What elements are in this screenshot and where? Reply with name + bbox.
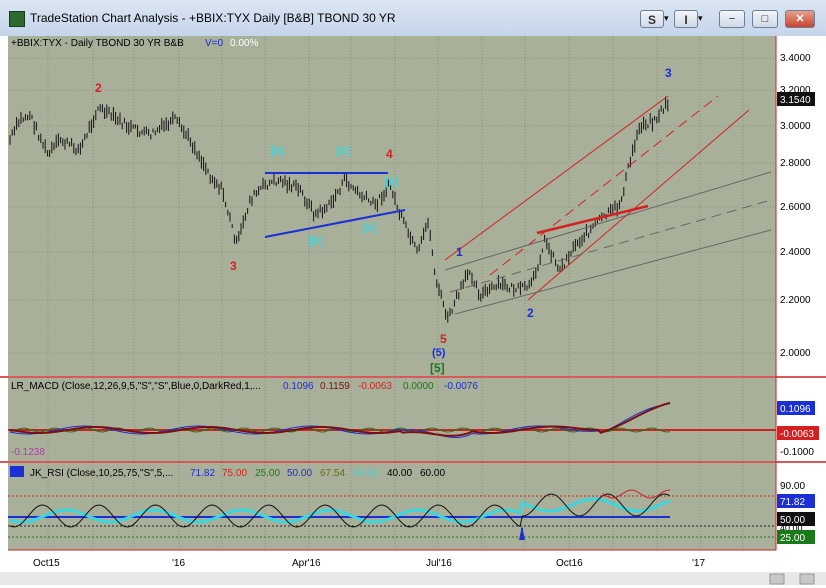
macd-header: LR_MACD (Close,12,26,9,5,"S","S",Blue,0,… xyxy=(11,381,261,392)
price-panel-header: +BBIX:TYX - Daily TBOND 30 YR B&B xyxy=(11,38,184,49)
macd-line xyxy=(9,403,671,438)
trendlines xyxy=(264,95,772,315)
x-tick: Apr'16 xyxy=(292,558,321,569)
gray-channel-lower xyxy=(454,229,772,315)
wave-label: [c] xyxy=(337,145,351,157)
rsi-overbought-line xyxy=(602,489,671,499)
price-tick: 2.2000 xyxy=(780,295,811,306)
macd-value: 0.1159 xyxy=(320,381,350,392)
wave-label: [e] xyxy=(385,176,399,188)
price-tick: 3.2000 xyxy=(780,85,811,96)
window-title: TradeStation Chart Analysis - +BBIX:TYX … xyxy=(30,11,396,25)
rsi-line xyxy=(9,493,671,528)
macd-value: -0.0076 xyxy=(444,381,478,392)
wave-label: 3 xyxy=(665,66,672,80)
horizontal-scrollbar[interactable] xyxy=(0,572,826,585)
rsi-value: 67.54 xyxy=(320,468,345,479)
gray-channel-mid xyxy=(449,199,772,293)
gray-channel-upper xyxy=(444,171,772,271)
minimize-button[interactable]: − xyxy=(719,10,745,28)
price-axis: 3.4000 3.2000 3.0000 2.8000 2.6000 2.400… xyxy=(780,53,811,359)
rsi-panel-bg xyxy=(8,463,776,550)
rsi-tick: 25.00 xyxy=(780,533,805,544)
wave-label: 2 xyxy=(95,81,102,95)
last-price-box xyxy=(777,92,815,106)
chevron-down-icon[interactable]: ▾ xyxy=(664,13,669,23)
macd-value: 0.0000 xyxy=(403,381,434,392)
channel-lower xyxy=(527,109,750,301)
wave-label: 2 xyxy=(527,306,534,320)
rsi-tick: 71.82 xyxy=(780,497,805,508)
wave-labels: 2 [a] [c] 4 [e] [b] [d] 3 1 5 (5) [5] 2 … xyxy=(95,66,672,375)
macd-tick: -0.0063 xyxy=(780,429,814,440)
x-tick: Oct16 xyxy=(556,558,583,569)
change-label: 0.00% xyxy=(230,38,258,49)
rsi-badge-icon xyxy=(10,466,24,477)
price-panel-bg xyxy=(8,36,776,376)
chart-area: +BBIX:TYX - Daily TBOND 30 YR B&B V=0 0.… xyxy=(0,36,826,585)
x-tick: '16 xyxy=(172,558,185,569)
wave-label: (5) xyxy=(432,347,446,359)
macd-signal-line xyxy=(9,401,671,437)
rsi-header: JK_RSI (Close,10,25,75,"S",5,... xyxy=(30,468,173,479)
triangle-bottom-line xyxy=(264,209,406,238)
rsi-smooth-line xyxy=(9,497,671,524)
rsi-tick: 90.00 xyxy=(780,481,805,492)
volume-label: V=0 xyxy=(205,38,224,49)
last-price-label: 3.1540 xyxy=(780,95,811,106)
wave-label: 3 xyxy=(230,259,237,273)
wave-label: [a] xyxy=(271,145,285,157)
macd-left-value: -0.1238 xyxy=(11,447,45,458)
rsi-tick: 50.00 xyxy=(780,515,805,526)
window-titlebar: TradeStation Chart Analysis - +BBIX:TYX … xyxy=(0,0,826,37)
price-tick: 2.8000 xyxy=(780,158,811,169)
rsi-value: 71.82 xyxy=(190,468,215,479)
wave-label: [d] xyxy=(363,222,377,234)
macd-panel: LR_MACD (Close,12,26,9,5,"S","S",Blue,0,… xyxy=(8,381,819,458)
wave-label: [5] xyxy=(430,361,445,375)
scroll-right-arrow-icon[interactable] xyxy=(799,573,815,585)
wave-label: 4 xyxy=(386,147,393,161)
indicator-dropdown-button[interactable]: I xyxy=(674,10,698,28)
rsi-panel: JK_RSI (Close,10,25,75,"S",5,... 71.82 7… xyxy=(8,466,815,544)
macd-value: -0.0063 xyxy=(358,381,392,392)
app-icon xyxy=(9,11,25,27)
macd-value: 0.1096 xyxy=(283,381,314,392)
price-tick: 3.0000 xyxy=(780,121,811,132)
rsi-value: 40.00 xyxy=(387,468,412,479)
rsi-value: 50.00 xyxy=(287,468,312,479)
x-tick: Jul'16 xyxy=(426,558,452,569)
price-tick: 2.0000 xyxy=(780,348,811,359)
wave-label: 1 xyxy=(456,245,463,259)
chevron-down-icon[interactable]: ▾ xyxy=(698,13,703,23)
wave-label: 5 xyxy=(440,332,447,346)
macd-tick: 0.1096 xyxy=(780,404,811,415)
close-button[interactable]: ✕ xyxy=(785,10,815,28)
x-tick: Oct15 xyxy=(33,558,60,569)
x-tick: '17 xyxy=(692,558,705,569)
rsi-value: 75.00 xyxy=(222,468,247,479)
channel-upper xyxy=(444,95,669,261)
rsi-tick: 40.00 xyxy=(780,523,803,533)
macd-tick: -0.1000 xyxy=(780,447,814,458)
macd-panel-bg xyxy=(8,378,776,461)
maximize-button[interactable]: □ xyxy=(752,10,778,28)
price-bars xyxy=(9,96,669,323)
wave-label: [b] xyxy=(309,235,323,247)
style-dropdown-button[interactable]: S xyxy=(640,10,664,28)
x-axis: Oct15 '16 Apr'16 Jul'16 Oct16 '17 xyxy=(33,558,705,569)
price-tick: 3.4000 xyxy=(780,53,811,64)
chart-svg: +BBIX:TYX - Daily TBOND 30 YR B&B V=0 0.… xyxy=(0,36,826,585)
rsi-value: 69.63 xyxy=(353,468,378,479)
price-tick: 2.6000 xyxy=(780,202,811,213)
price-tick: 2.4000 xyxy=(780,247,811,258)
rsi-value: 60.00 xyxy=(420,468,445,479)
rsi-value: 25.00 xyxy=(255,468,280,479)
scroll-thumb[interactable] xyxy=(769,573,785,585)
resistance-line xyxy=(536,204,649,235)
